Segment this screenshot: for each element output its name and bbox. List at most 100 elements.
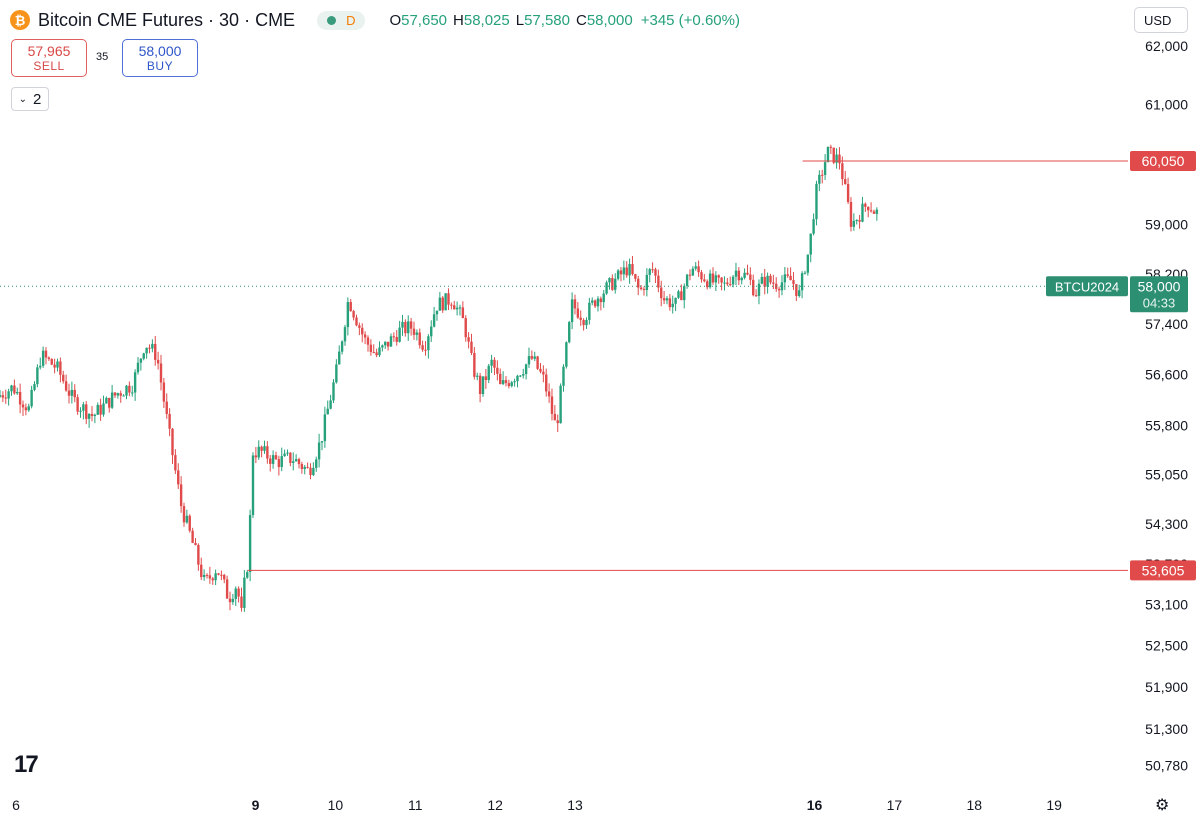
candle-body [418, 332, 421, 346]
candle-body [849, 202, 853, 227]
candle-body [812, 219, 815, 234]
candle-body [783, 274, 787, 283]
candle-body [642, 289, 646, 291]
candle-body [504, 380, 508, 384]
candle-body [39, 365, 42, 368]
candle-body [743, 272, 746, 278]
market-status-pill[interactable]: D [317, 10, 366, 30]
sell-label: SELL [33, 59, 65, 73]
candle-body [116, 393, 120, 396]
candle-body [691, 268, 695, 276]
candlestick-series [0, 144, 879, 612]
x-tick-label: 9 [252, 797, 260, 813]
candle-body [510, 382, 513, 387]
candle-body [496, 367, 499, 374]
candle-body [67, 390, 71, 396]
candle-body [766, 275, 769, 287]
candle-body [292, 461, 295, 463]
currency-selector[interactable]: USD [1134, 7, 1188, 33]
candle-body [800, 273, 804, 291]
candle-body [599, 298, 603, 303]
candle-body [711, 273, 715, 283]
candle-body [593, 300, 597, 307]
price-axis[interactable]: 50,78051,30051,90052,50053,10053,70054,3… [1145, 38, 1188, 774]
market-open-dot-icon [327, 15, 337, 25]
candle-body [142, 353, 145, 359]
candle-body [852, 220, 856, 227]
candle-body [182, 506, 186, 523]
candle-body [803, 272, 807, 274]
candle-body [18, 391, 22, 405]
symbol-title[interactable]: Bitcoin CME Futures · 30 · CME [38, 9, 296, 30]
sell-button[interactable]: 57,965 SELL [11, 39, 87, 77]
candle-body [763, 276, 766, 287]
candle-body [792, 280, 795, 285]
candle-body [289, 452, 292, 463]
candle-body [458, 307, 462, 309]
candle-body [294, 459, 298, 462]
candle-body [427, 336, 430, 351]
candle-body [605, 282, 608, 294]
candle-body [838, 154, 841, 164]
sell-price: 57,965 [27, 43, 71, 59]
candle-body [110, 392, 114, 408]
candle-body [752, 279, 755, 296]
candle-body [246, 572, 249, 578]
candle-body [769, 275, 772, 283]
candle-body [579, 317, 582, 320]
candle-body [729, 284, 732, 286]
candle-body [501, 380, 505, 385]
candle-body [197, 545, 200, 565]
candle-body [530, 356, 534, 359]
candle-body [484, 376, 488, 381]
candle-body [248, 515, 252, 573]
candle-body [283, 453, 286, 457]
candle-body [87, 413, 91, 419]
candle-body [108, 397, 111, 408]
buy-button[interactable]: 58,000 BUY [122, 39, 198, 77]
candle-body [858, 219, 861, 222]
y-tick-label: 51,300 [1145, 721, 1188, 737]
candle-body [611, 278, 614, 290]
candle-body [214, 573, 217, 581]
price-level-tag [1130, 151, 1196, 172]
candle-body [588, 302, 591, 320]
candle-body [596, 298, 600, 307]
candle-body [714, 275, 718, 283]
candle-body [404, 321, 407, 334]
candle-body [82, 404, 85, 411]
candle-body [154, 343, 157, 360]
candle-body [257, 446, 260, 458]
time-axis[interactable]: 6 9 10 11 12 13 16 17 18 19 [12, 797, 1062, 813]
gear-icon[interactable]: ⚙ [1155, 797, 1170, 814]
candle-body [421, 345, 424, 350]
candle-body [297, 459, 301, 465]
candle-body [24, 407, 28, 411]
candle-body [384, 341, 387, 346]
candle-body [93, 414, 97, 416]
candle-body [573, 299, 577, 309]
candle-body [139, 358, 143, 363]
y-tick-label: 55,800 [1145, 418, 1188, 434]
candle-body [786, 274, 789, 276]
candle-body [13, 385, 16, 394]
candle-body [473, 352, 476, 377]
candle-body [553, 413, 557, 421]
x-tick-label: 16 [807, 797, 823, 813]
candle-body [151, 343, 154, 349]
candle-body [136, 362, 140, 373]
candle-body [826, 146, 830, 163]
candle-body [864, 203, 867, 207]
candle-body [188, 515, 191, 531]
candle-body [352, 311, 355, 318]
candle-body [806, 254, 810, 273]
candle-body [309, 467, 312, 476]
indicators-toggle-button[interactable]: ⌄ 2 [11, 87, 49, 111]
candle-body [760, 276, 764, 284]
candle-body [795, 284, 798, 296]
candle-body [73, 389, 76, 398]
x-tick-label: 6 [12, 797, 20, 813]
candle-body [536, 356, 539, 369]
